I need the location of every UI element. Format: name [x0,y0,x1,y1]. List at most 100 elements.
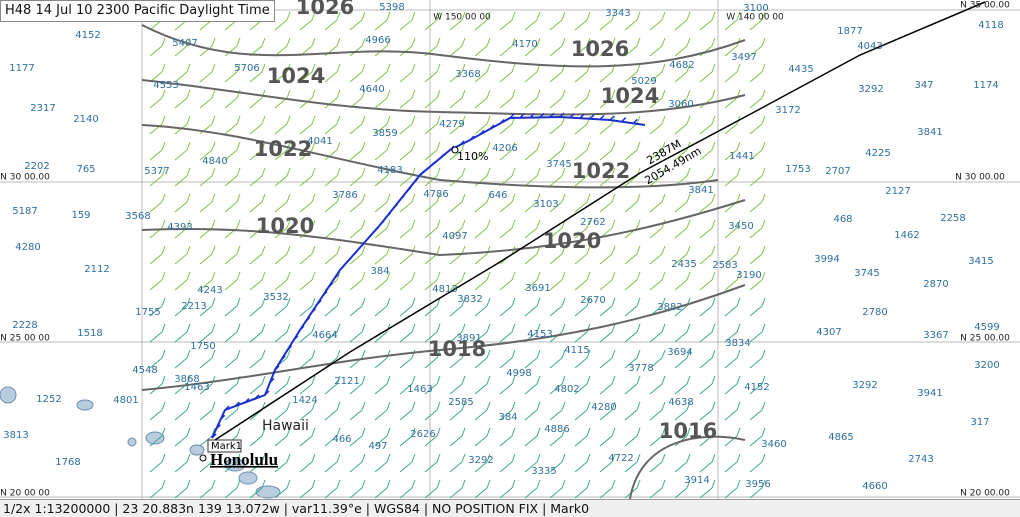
sounding: 4640 [359,84,384,95]
wind-barb [449,349,466,369]
sounding: 3200 [974,360,999,371]
sounding: 4280 [591,402,616,413]
isobar-label: 1024 [267,64,325,88]
land [0,386,281,499]
wind-barb [574,349,591,369]
wind-barb [174,63,191,83]
wind-barb [624,323,641,343]
route-tick [274,365,280,371]
wind-barb [574,375,591,395]
wind-barb [449,37,466,57]
sounding: 3343 [605,8,630,19]
city-label: Honolulu [210,450,278,469]
wind-barb [349,297,366,317]
wind-barb [274,167,291,187]
wind-barb [324,375,341,395]
sounding: 2140 [73,114,98,125]
sounding: 4152 [75,30,100,41]
wind-barb [274,401,291,421]
sounding: 3367 [923,330,948,341]
wind-barb [524,89,541,109]
wind-barb [324,401,341,421]
wind-barb [424,63,441,83]
route-tick [412,178,418,184]
wind-barb [424,453,441,473]
wind-barb [474,297,491,317]
wind-barb [624,63,641,83]
wind-barb [324,453,341,473]
wind-barb [474,271,491,291]
wind-barb [249,63,266,83]
wind-barb [174,167,191,187]
wind-barb [174,89,191,109]
wind-barb [149,89,166,109]
isobar-label: 1026 [571,37,629,61]
wind-barb [224,479,241,499]
wind-barb [574,479,591,499]
sounding: 3415 [968,256,993,267]
wind-barb [499,219,516,239]
wind-barb [174,193,191,213]
wind-barb [149,401,166,421]
wind-barb [599,271,616,291]
wind-barb [674,115,691,135]
wind-barb [424,115,441,135]
mark-label: Mark1 [211,441,242,452]
sounding: 4786 [423,189,448,200]
wind-barb [449,193,466,213]
wind-barb [649,193,666,213]
route-tick [299,325,305,331]
wind-barb [424,349,441,369]
wind-barb [499,375,516,395]
wind-barb [699,63,716,83]
isobar-label: 1020 [543,229,601,253]
sounding: 3956 [745,479,770,490]
sounding: 1463 [184,382,209,393]
wind-barb [224,453,241,473]
wind-barb [499,11,516,31]
wind-barb [349,141,366,161]
wind-barb [374,427,391,447]
wind-barb [574,63,591,83]
route-tick [439,153,445,159]
sounding: 4280 [15,242,40,253]
wind-barb [474,349,491,369]
wind-barb [649,323,666,343]
wind-barb [624,141,641,161]
wind-barb [549,349,566,369]
sounding: 5398 [379,2,404,13]
wind-barb [749,401,766,421]
wind-barb [149,141,166,161]
wind-barb [374,115,391,135]
wind-barb [374,11,391,31]
sounding: 3778 [628,363,653,374]
sounding: 4998 [506,368,531,379]
wind-barb [299,167,316,187]
sounding: 4225 [865,148,890,159]
wind-barb [199,271,216,291]
sounding: 4435 [788,64,813,75]
isobars [141,24,746,500]
wind-barb [449,63,466,83]
wind-barb [749,245,766,265]
wind-barb [649,37,666,57]
wind-barb [674,245,691,265]
wind-barb [649,375,666,395]
wind-barb [499,37,516,57]
wind-barb [699,37,716,57]
wind-barb [524,37,541,57]
wind-barb [699,11,716,31]
route-tick [469,135,475,141]
route-tick [224,405,230,411]
wind-barb [349,11,366,31]
wind-barb [199,479,216,499]
wind-barbs [149,11,766,499]
route-tick [328,282,334,288]
wind-barb [299,193,316,213]
wind-barb [249,219,266,239]
wind-barb [674,37,691,57]
city-marker [199,454,207,462]
wind-barb [299,323,316,343]
wind-barb [224,141,241,161]
wind-barb [649,453,666,473]
